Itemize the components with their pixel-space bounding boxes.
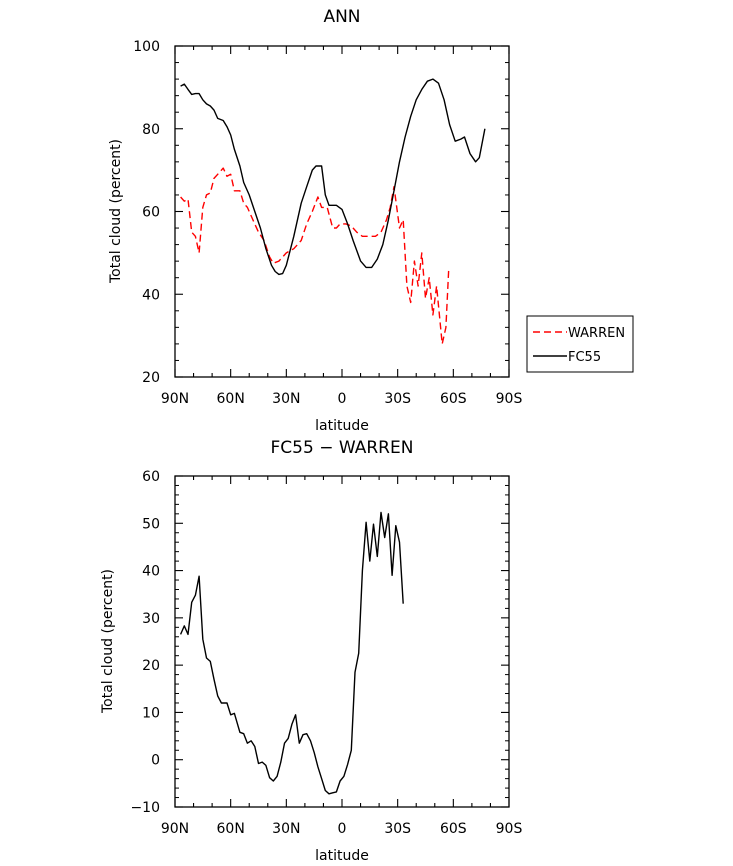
legend: WARREN FC55	[526, 315, 634, 373]
top-x-tick-label: 90N	[161, 391, 189, 407]
top-x-tick-label: 0	[338, 391, 347, 407]
top-x-axis-label: latitude	[315, 418, 369, 434]
top-y-tick-label: 60	[142, 205, 160, 221]
bottom-y-tick-label: 30	[142, 611, 160, 627]
bottom-y-tick-label: 20	[142, 658, 160, 674]
bottom-x-tick-label: 30S	[384, 821, 411, 837]
bottom-x-tick-label: 60N	[217, 821, 245, 837]
top-panel: ANN latitude Total cloud (percent) 90N 60…	[108, 7, 522, 434]
bottom-panel: FC55 − WARREN latitude Total cloud (perc…	[100, 438, 522, 864]
bottom-x-tick-label: 90N	[161, 821, 189, 837]
bottom-x-axis-label: latitude	[315, 848, 369, 864]
top-y-axis-label: Total cloud (percent)	[108, 139, 124, 284]
bottom-y-tick-label: 0	[151, 753, 160, 769]
top-chart-title: ANN	[323, 7, 360, 27]
bottom-x-tick-label: 60S	[440, 821, 467, 837]
bottom-x-tick-label: 0	[338, 821, 347, 837]
top-y-tick-label: 100	[133, 39, 160, 55]
top-x-tick-label: 60N	[217, 391, 245, 407]
bottom-x-tick-label: 90S	[496, 821, 523, 837]
bottom-y-tick-label: 40	[142, 564, 160, 580]
top-x-tick-label: 30S	[384, 391, 411, 407]
bottom-y-tick-label: 10	[142, 705, 160, 721]
bottom-y-tick-label: 60	[142, 469, 160, 485]
bottom-y-tick-label: −10	[130, 800, 160, 816]
top-x-tick-label: 60S	[440, 391, 467, 407]
bottom-series-line-difference	[179, 511, 404, 795]
bottom-chart-title: FC55 − WARREN	[271, 438, 414, 458]
top-series-line-fc55	[180, 78, 486, 276]
top-x-tick-label: 90S	[496, 391, 523, 407]
legend-box	[526, 315, 634, 373]
top-x-tick-label: 30N	[272, 391, 300, 407]
top-series-line-warren	[180, 167, 450, 345]
bottom-x-tick-label: 30N	[272, 821, 300, 837]
bottom-y-tick-label: 50	[142, 516, 160, 532]
legend-label-fc55: FC55	[568, 350, 601, 365]
top-y-tick-label: 80	[142, 122, 160, 138]
legend-label-warren: WARREN	[568, 326, 625, 341]
bottom-y-axis-label: Total cloud (percent)	[100, 569, 116, 714]
top-y-tick-label: 40	[142, 287, 160, 303]
top-y-tick-label: 20	[142, 370, 160, 386]
